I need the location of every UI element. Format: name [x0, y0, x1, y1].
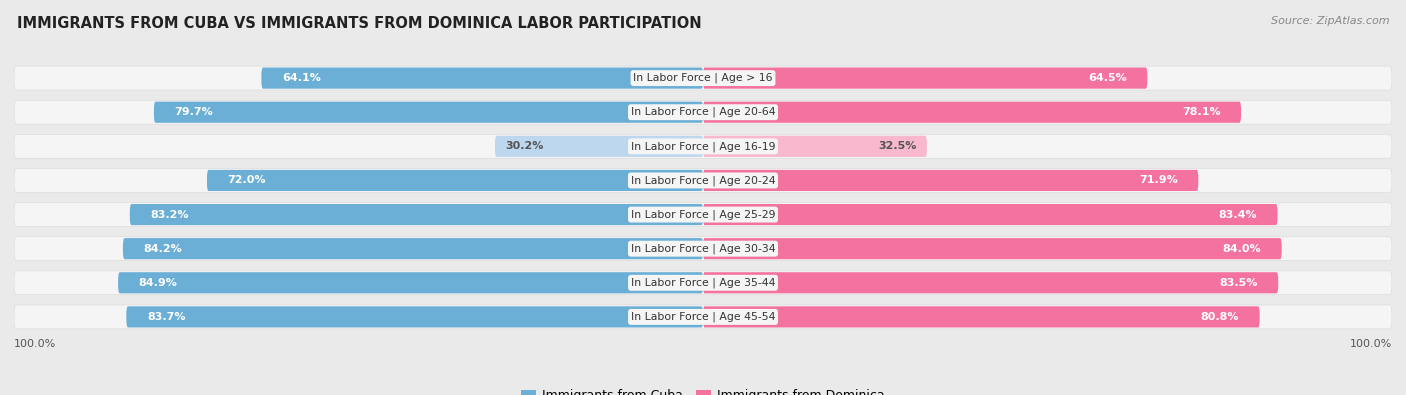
Text: IMMIGRANTS FROM CUBA VS IMMIGRANTS FROM DOMINICA LABOR PARTICIPATION: IMMIGRANTS FROM CUBA VS IMMIGRANTS FROM … — [17, 16, 702, 31]
Text: 78.1%: 78.1% — [1182, 107, 1220, 117]
Text: Source: ZipAtlas.com: Source: ZipAtlas.com — [1271, 16, 1389, 26]
Text: 32.5%: 32.5% — [879, 141, 917, 151]
FancyBboxPatch shape — [703, 136, 927, 157]
Text: In Labor Force | Age 35-44: In Labor Force | Age 35-44 — [631, 278, 775, 288]
FancyBboxPatch shape — [703, 272, 1278, 293]
Text: 100.0%: 100.0% — [14, 339, 56, 348]
FancyBboxPatch shape — [703, 204, 1278, 225]
Text: In Labor Force | Age 20-24: In Labor Force | Age 20-24 — [631, 175, 775, 186]
FancyBboxPatch shape — [14, 100, 1392, 124]
FancyBboxPatch shape — [703, 102, 1241, 123]
Text: 30.2%: 30.2% — [505, 141, 544, 151]
FancyBboxPatch shape — [207, 170, 703, 191]
Text: 83.5%: 83.5% — [1219, 278, 1257, 288]
FancyBboxPatch shape — [129, 204, 703, 225]
Text: In Labor Force | Age 20-64: In Labor Force | Age 20-64 — [631, 107, 775, 117]
Text: 84.2%: 84.2% — [143, 244, 183, 254]
Text: In Labor Force | Age > 16: In Labor Force | Age > 16 — [633, 73, 773, 83]
Text: 84.9%: 84.9% — [139, 278, 177, 288]
Text: 83.4%: 83.4% — [1218, 210, 1257, 220]
Text: 84.0%: 84.0% — [1222, 244, 1261, 254]
Text: 72.0%: 72.0% — [228, 175, 266, 185]
Text: In Labor Force | Age 16-19: In Labor Force | Age 16-19 — [631, 141, 775, 152]
Text: 64.1%: 64.1% — [283, 73, 321, 83]
Text: 100.0%: 100.0% — [1350, 339, 1392, 348]
FancyBboxPatch shape — [14, 237, 1392, 261]
FancyBboxPatch shape — [703, 68, 1147, 89]
FancyBboxPatch shape — [14, 271, 1392, 295]
Text: 80.8%: 80.8% — [1201, 312, 1239, 322]
Text: 83.7%: 83.7% — [148, 312, 186, 322]
Text: In Labor Force | Age 45-54: In Labor Force | Age 45-54 — [631, 312, 775, 322]
FancyBboxPatch shape — [127, 307, 703, 327]
FancyBboxPatch shape — [122, 238, 703, 259]
FancyBboxPatch shape — [703, 170, 1198, 191]
FancyBboxPatch shape — [262, 68, 703, 89]
Text: 71.9%: 71.9% — [1139, 175, 1178, 185]
Text: 83.2%: 83.2% — [150, 210, 188, 220]
FancyBboxPatch shape — [495, 136, 703, 157]
FancyBboxPatch shape — [118, 272, 703, 293]
Text: 79.7%: 79.7% — [174, 107, 214, 117]
FancyBboxPatch shape — [14, 203, 1392, 226]
FancyBboxPatch shape — [703, 307, 1260, 327]
FancyBboxPatch shape — [703, 238, 1282, 259]
FancyBboxPatch shape — [153, 102, 703, 123]
FancyBboxPatch shape — [14, 66, 1392, 90]
Text: In Labor Force | Age 30-34: In Labor Force | Age 30-34 — [631, 243, 775, 254]
FancyBboxPatch shape — [14, 134, 1392, 158]
FancyBboxPatch shape — [14, 169, 1392, 192]
Text: 64.5%: 64.5% — [1088, 73, 1126, 83]
Text: In Labor Force | Age 25-29: In Labor Force | Age 25-29 — [631, 209, 775, 220]
Legend: Immigrants from Cuba, Immigrants from Dominica: Immigrants from Cuba, Immigrants from Do… — [516, 384, 890, 395]
FancyBboxPatch shape — [14, 305, 1392, 329]
